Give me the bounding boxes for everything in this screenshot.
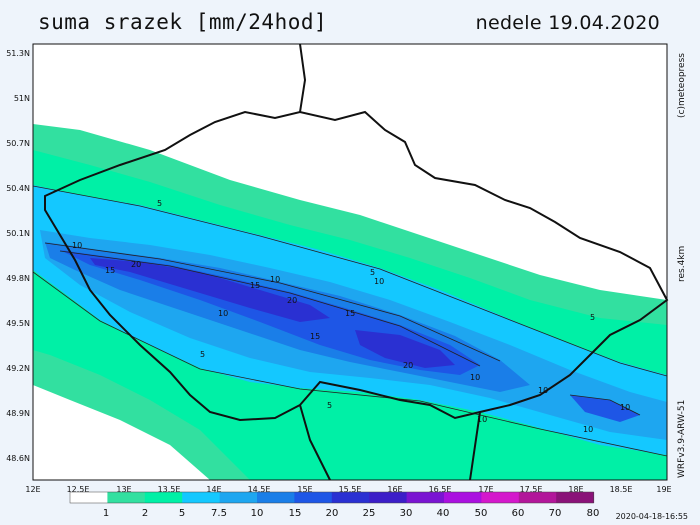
legend-swatch [556,492,595,503]
contour-label: 20 [403,361,413,370]
contour-label: 10 [470,373,480,382]
resolution-label: res.4km [677,245,687,282]
lat-label: 49.8N [6,274,30,283]
lon-label: 17.5E [520,485,543,494]
legend-labels: 1 2 5 7.5 10 15 20 25 30 40 50 60 70 80 [103,508,600,519]
color-legend [69,491,595,504]
lon-label: 12E [25,485,40,494]
austria-border [299,404,331,481]
map-title: suma srazek [mm/24hod] [38,10,328,34]
legend-value: 20 [326,508,339,519]
legend-swatch [406,492,445,503]
lon-label: 16.5E [429,485,452,494]
lat-label: 50.1N [6,229,30,238]
legend-swatch [294,492,333,503]
lon-label: 18.5E [610,485,633,494]
precip-core-northeast [570,395,640,422]
timestamp: 2020-04-18-16:55 [615,512,688,521]
contour-label: 5 [200,350,205,359]
legend-frame [69,491,594,504]
lat-label: 49.2N [6,364,30,373]
precipitation-field [33,44,667,480]
lon-label: 16E [387,485,402,494]
lon-label: 18E [568,485,583,494]
contour-label: 10 [477,415,487,424]
lon-label: 19E [656,485,671,494]
legend-swatch [369,492,408,503]
legend-value: 15 [289,508,302,519]
legend-swatch [182,492,221,503]
precip-core-east [355,330,455,368]
lon-label: 15.5E [339,485,362,494]
legend-value: 10 [251,508,264,519]
legend-value: 80 [587,508,600,519]
lon-label: 13E [116,485,131,494]
lat-label: 48.9N [6,409,30,418]
legend-value: 30 [400,508,413,519]
legend-swatch [444,492,482,503]
contour-label: 15 [345,309,355,318]
contour-label: 10 [218,309,228,318]
contour-label: 10 [374,277,384,286]
forecast-date: nedele 19.04.2020 [475,12,660,34]
contour-label: 10 [583,425,593,434]
contour-label: 5 [590,313,595,322]
contour-label: 10 [72,241,82,250]
contour-label: 5 [157,199,162,208]
contour-label: 5 [370,268,375,277]
contour-label: 15 [105,266,115,275]
legend-value: 2 [142,508,148,519]
legend-swatch [107,492,146,503]
plot-frame [32,43,668,481]
legend-swatch [257,492,295,503]
lon-label: 13.5E [158,485,181,494]
lon-label: 14.5E [248,485,271,494]
contour-labels: 5 10 15 20 15 20 15 10 10 15 20 10 5 10 … [72,199,630,434]
legend-swatch [144,492,183,503]
legend-swatch [518,492,557,503]
copyright-label: (c)meteopress [677,53,687,118]
legend-swatch [481,492,520,503]
legend-swatch [70,492,108,503]
lat-label: 50.4N [6,184,30,193]
lat-label: 51N [14,94,30,103]
contour-label: 10 [620,403,630,412]
lon-label: 15E [297,485,312,494]
lat-label: 48.6N [6,454,30,463]
lon-label: 12.5E [67,485,90,494]
lon-label: 17E [478,485,493,494]
lon-label: 14E [206,485,221,494]
lat-label: 51.3N [6,49,30,58]
legend-value: 40 [437,508,450,519]
lat-label: 49.5N [6,319,30,328]
legend-value: 7.5 [211,508,227,519]
poland-border [299,43,307,113]
legend-value: 50 [475,508,488,519]
legend-value: 5 [179,508,185,519]
contour-label: 5 [327,401,332,410]
isolines [33,185,667,457]
borders [44,43,669,481]
lat-label: 50.7N [6,139,30,148]
contour-label: 10 [270,275,280,284]
legend-value: 1 [103,508,109,519]
legend-swatch [331,492,370,503]
axes: 51.3N 51N 50.7N 50.4N 50.1N 49.8N 49.5N … [6,49,671,494]
contour-label: 15 [250,281,260,290]
precip-core-west [90,258,330,322]
slovakia-border [469,411,481,481]
legend-swatch [219,492,258,503]
legend-value: 25 [363,508,376,519]
contour-label: 10 [538,386,548,395]
contour-label: 20 [131,260,141,269]
contour-label: 15 [310,332,320,341]
legend-value: 60 [512,508,525,519]
legend-value: 70 [549,508,562,519]
contour-label: 20 [287,296,297,305]
czech-border [44,110,669,422]
model-label: WRFv3.9-ARW-51 [677,399,687,478]
